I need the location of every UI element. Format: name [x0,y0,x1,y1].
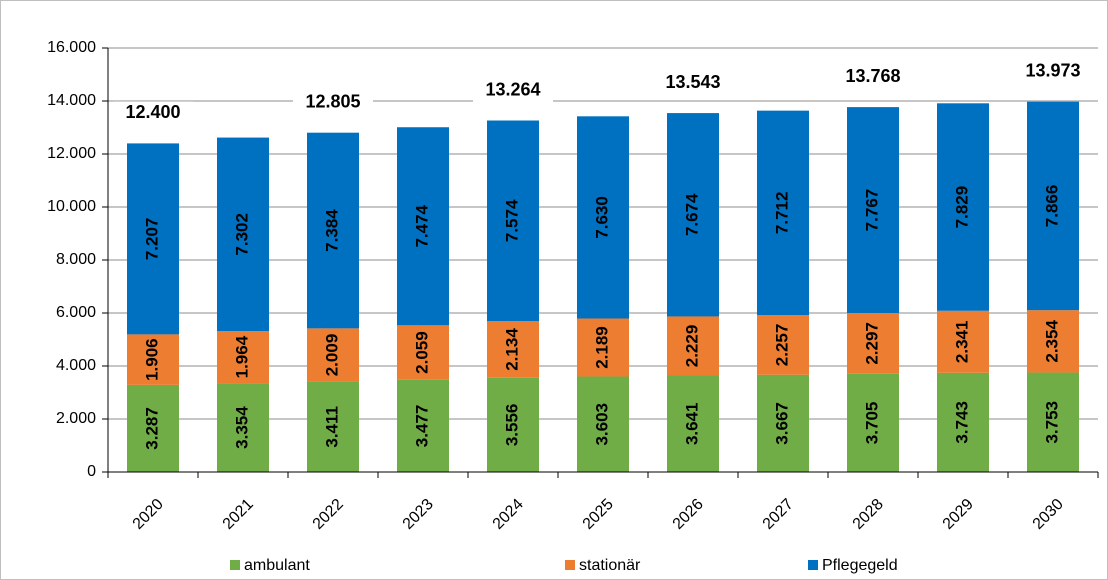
annotation-bg [653,71,733,96]
data-label: 3.743 [952,401,971,444]
y-tick-label: 4.000 [56,357,96,374]
data-label: 7.207 [142,218,161,261]
annotation: 13.543 [665,72,720,92]
bar-segment [757,374,809,472]
data-label: 3.287 [142,407,161,450]
data-label: 2.257 [772,324,791,367]
bar-segment [397,127,449,326]
data-label: 7.866 [1042,185,1061,228]
data-label: 7.674 [682,193,701,236]
legend-label: stationär [579,557,641,574]
bar-segment [217,137,269,332]
y-tick-label: 14.000 [47,92,96,109]
annotation-bg [113,101,193,126]
y-tick-label: 2.000 [56,410,96,427]
bar-segment [667,375,719,472]
bar-segment [757,110,809,316]
data-label: 7.384 [322,209,341,252]
legend-label: ambulant [244,557,310,574]
bar-segment [1027,310,1079,373]
bar-segment [667,113,719,317]
data-label: 3.753 [1042,401,1061,444]
annotation-bg [473,78,553,103]
y-tick-label: 10.000 [47,198,96,215]
data-label: 7.302 [232,213,251,256]
bar-segment [847,107,899,313]
bar-segment [217,383,269,472]
legend-label: Pflegegeld [822,557,898,574]
bar-segment [127,384,179,472]
data-label: 2.297 [862,322,881,365]
bar-segment [937,103,989,311]
bar-segment [127,334,179,385]
bar-segment [217,331,269,384]
data-label: 7.712 [772,192,791,235]
bar-segment [307,381,359,472]
data-label: 3.667 [772,402,791,445]
y-tick-label: 8.000 [56,251,96,268]
bar-segment [577,376,629,472]
bar-segment [307,328,359,382]
annotation-bg [293,90,373,115]
bar-segment [1027,101,1079,311]
data-label: 7.474 [412,204,431,247]
bar-segment [577,318,629,377]
annotation: 13.768 [845,66,900,86]
bar-segment [397,379,449,472]
data-label: 2.229 [682,325,701,368]
data-label: 2.059 [412,331,431,374]
bar-segment [937,372,989,472]
y-tick-label: 0 [87,463,96,480]
data-label: 3.411 [322,406,341,448]
data-label: 3.705 [862,402,881,445]
bar-segment [397,325,449,380]
y-tick-label: 6.000 [56,304,96,321]
legend-swatch [230,560,240,570]
bar-segment [937,310,989,373]
data-label: 2.341 [952,321,971,364]
annotation: 13.973 [1025,60,1080,80]
data-label: 2.009 [322,334,341,377]
bar-segment [667,316,719,376]
annotation: 12.400 [125,102,180,122]
annotation: 13.264 [485,79,540,99]
data-label: 2.354 [1042,320,1061,363]
data-label: 3.641 [682,402,701,445]
bar-segment [847,373,899,472]
bar-segment [487,120,539,322]
data-label: 7.630 [592,196,611,239]
bar-segment [307,132,359,329]
bar-segment [487,321,539,378]
legend-swatch [565,560,575,570]
bar-segment [577,116,629,319]
annotation-bg [833,65,913,90]
y-tick-label: 12.000 [47,145,96,162]
legend-swatch [808,560,818,570]
data-label: 7.829 [952,186,971,229]
bar-segment [127,143,179,335]
data-label: 3.603 [592,403,611,446]
data-label: 3.477 [412,405,431,448]
data-label: 7.574 [502,199,521,242]
bar-segment [1027,372,1079,472]
bar-segment [847,312,899,374]
data-label: 7.767 [862,189,881,232]
data-label: 3.354 [232,406,251,449]
bar-segment [487,377,539,472]
data-label: 2.134 [502,328,521,371]
data-label: 1.964 [232,335,251,378]
data-label: 3.556 [502,404,521,447]
data-label: 1.906 [142,338,161,381]
annotation-bg [1013,59,1093,84]
data-label: 2.189 [592,326,611,369]
annotation: 12.805 [305,91,360,111]
y-tick-label: 16.000 [47,39,96,56]
bar-segment [757,315,809,375]
